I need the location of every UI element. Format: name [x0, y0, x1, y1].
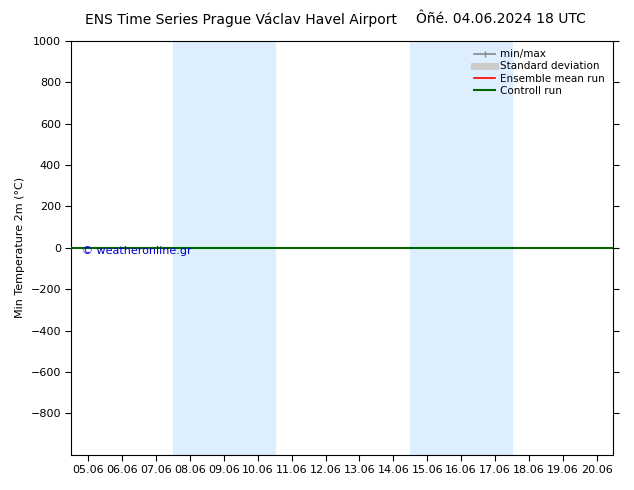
Bar — [173, 41, 275, 455]
Text: Ôñé. 04.06.2024 18 UTC: Ôñé. 04.06.2024 18 UTC — [416, 12, 586, 26]
Y-axis label: Min Temperature 2m (°C): Min Temperature 2m (°C) — [15, 177, 25, 318]
Text: © weatheronline.gr: © weatheronline.gr — [82, 246, 192, 256]
Text: ENS Time Series Prague Václav Havel Airport: ENS Time Series Prague Václav Havel Airp… — [85, 12, 397, 27]
Legend: min/max, Standard deviation, Ensemble mean run, Controll run: min/max, Standard deviation, Ensemble me… — [471, 46, 608, 99]
Bar — [410, 41, 512, 455]
